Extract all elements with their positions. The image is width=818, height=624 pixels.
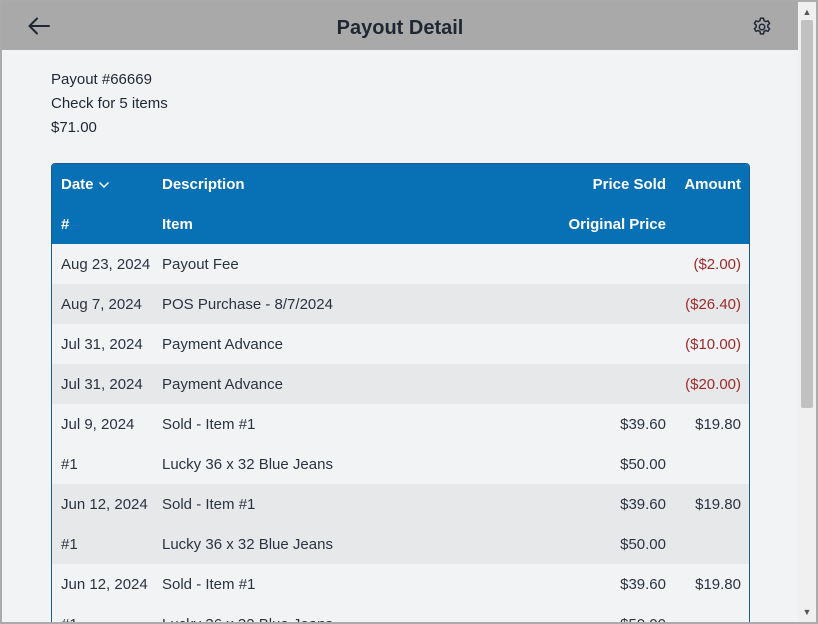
table-cell-c3: $50.00 [620,535,666,553]
table-subheader-row: # Item Original Price [52,204,749,244]
arrow-left-icon [28,17,50,35]
table-cell-c2: POS Purchase - 8/7/2024 [162,295,333,313]
vertical-scrollbar[interactable]: ▲ ▼ [798,2,816,622]
table-cell-c2: Lucky 36 x 32 Blue Jeans [162,455,333,473]
table-cell-c1: Jul 31, 2024 [61,335,143,353]
table-cell-c4: ($10.00) [685,335,741,353]
payout-total: $71.00 [51,119,97,136]
table-cell-c4 [666,604,749,622]
table-cell-c4 [666,524,749,564]
table-cell-c2: Sold - Item #1 [162,415,256,433]
table-cell-c1: #1 [52,604,162,623]
price-sold-column-header: Price Sold [592,175,666,193]
table-cell-c2: Payout Fee [162,255,239,273]
payout-number: Payout #66669 [51,71,152,88]
item-column-header: Item [162,215,193,233]
scrollbar-thumb[interactable] [801,20,813,408]
table-cell-c4: $19.80 [695,415,741,433]
table-cell-c4: $19.80 [695,495,741,513]
chevron-down-icon [98,181,109,188]
table-cell-c3 [526,284,666,324]
table-row: Jul 31, 2024 Payment Advance ($20.00) [52,364,749,404]
scroll-down-arrow-icon[interactable]: ▼ [802,607,812,617]
table-cell-c3: $50.00 [526,604,666,623]
table-row: Jun 12, 2024 Sold - Item #1 $39.60 $19.80 [52,564,749,604]
page-title: Payout Detail [336,17,464,39]
amount-column-header: Amount [684,175,741,193]
table-cell-c2: Payment Advance [162,335,283,353]
table-cell-c3 [526,244,666,284]
table-cell-c2: Lucky 36 x 32 Blue Jeans [162,535,333,553]
table-cell-c2: Sold - Item #1 [162,495,256,513]
date-column-header[interactable]: Date [52,164,162,204]
table-cell-c1: Jun 12, 2024 [61,495,148,513]
check-description: Check for 5 items [51,95,168,112]
gear-icon [753,17,771,35]
table-cell-c1: Jul 9, 2024 [61,415,135,433]
back-button[interactable] [22,12,56,40]
table-row: #1 Lucky 36 x 32 Blue Jeans $50.00 [52,524,749,564]
table-cell-c1: #1 [61,535,78,553]
table-header-row: Date Description Price Sold Amount [52,164,749,204]
table-cell-c1: Aug 23, 2024 [61,255,151,273]
table-row: Aug 23, 2024 Payout Fee ($2.00) [52,244,749,284]
number-column-header: # [61,215,70,233]
table-row: Aug 7, 2024 POS Purchase - 8/7/2024 ($26.4… [52,284,749,324]
table-cell-c4 [666,444,749,484]
payout-table: Date Description Price Sold Amount # Ite… [51,163,750,622]
payout-summary: Payout #66669 Check for 5 items $71.00 [51,68,168,140]
table-cell-c1: Jul 31, 2024 [61,375,143,393]
description-column-header: Description [162,175,245,193]
table-cell-c3: $50.00 [620,455,666,473]
table-row: Jul 9, 2024 Sold - Item #1 $39.60 $19.80 [52,404,749,444]
top-app-bar: Payout Detail [2,2,798,50]
table-cell-c3 [526,324,666,364]
table-row: Jul 31, 2024 Payment Advance ($10.00) [52,324,749,364]
table-cell-c1: #1 [61,455,78,473]
table-cell-c3: $39.60 [620,575,666,593]
table-cell-c4: ($2.00) [693,255,741,273]
table-cell-c1: Aug 7, 2024 [61,295,142,313]
scroll-up-arrow-icon[interactable]: ▲ [802,7,812,17]
empty-header-cell [666,204,749,244]
table-cell-c2: Sold - Item #1 [162,575,256,593]
table-cell-c2: Lucky 36 x 32 Blue Jeans [162,604,526,623]
table-cell-c3 [526,364,666,404]
table-cell-c2: Payment Advance [162,375,283,393]
table-cell-c4: ($20.00) [685,375,741,393]
table-row: Jun 12, 2024 Sold - Item #1 $39.60 $19.80 [52,484,749,524]
table-cell-c1: Jun 12, 2024 [61,575,148,593]
settings-button[interactable] [746,12,778,42]
table-cell-c3: $39.60 [620,495,666,513]
original-price-column-header: Original Price [568,215,666,233]
table-row: #1 Lucky 36 x 32 Blue Jeans $50.00 [52,444,749,484]
table-cell-c4: ($26.40) [685,295,741,313]
table-cell-c4: $19.80 [695,575,741,593]
table-cell-c3: $39.60 [620,415,666,433]
